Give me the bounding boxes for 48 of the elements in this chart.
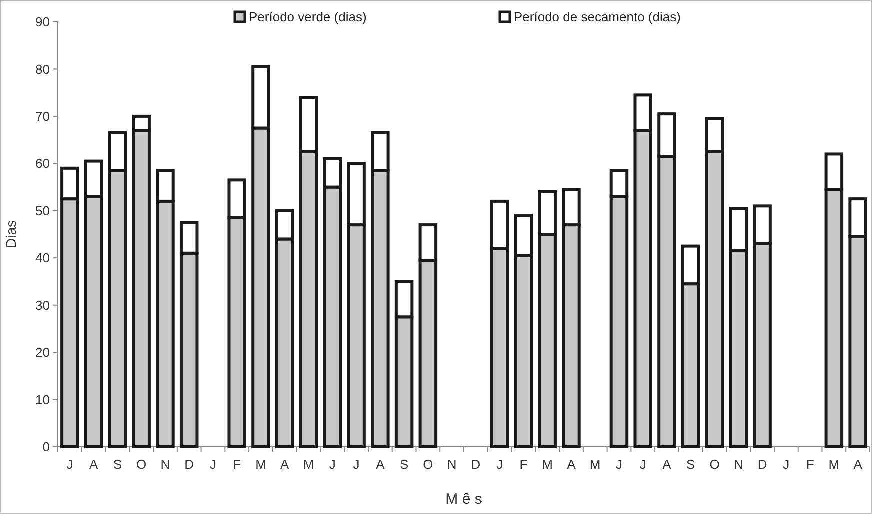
x-tick-label: F: [806, 457, 814, 472]
y-tick-label: 0: [42, 440, 50, 455]
y-tick-label: 90: [36, 14, 50, 30]
x-tick-label: M: [256, 457, 266, 472]
legend-label: Período verde (dias): [249, 10, 367, 25]
x-tick-label: J: [640, 457, 646, 472]
x-tick-label: S: [686, 457, 696, 472]
y-tick-label: 20: [36, 345, 50, 360]
y-tick-label: 60: [36, 156, 50, 172]
x-axis-title: M ê s: [446, 491, 482, 508]
x-tick-label: J: [329, 457, 336, 472]
x-tick-label: J: [616, 457, 622, 472]
x-tick-label: F: [520, 457, 528, 472]
x-tick-label: N: [447, 457, 457, 472]
x-tick-label: J: [353, 457, 360, 472]
x-tick-label: M: [542, 457, 554, 472]
x-tick-label: M: [590, 457, 601, 472]
y-tick-label: 10: [36, 392, 50, 408]
x-tick-label: J: [783, 457, 790, 472]
x-tick-label: D: [184, 457, 194, 472]
x-tick-label: O: [710, 457, 720, 472]
legend-label: Período de secamento (dias): [514, 10, 681, 25]
x-tick-label: A: [89, 457, 98, 472]
x-tick-label: A: [662, 457, 672, 472]
x-tick-label: S: [400, 457, 409, 472]
x-tick-label: F: [233, 457, 242, 472]
y-axis-title: Dias: [3, 220, 19, 249]
x-tick-label: A: [854, 457, 863, 472]
x-tick-label: N: [160, 457, 170, 472]
y-tick-label: 30: [36, 298, 50, 313]
x-tick-label: J: [496, 457, 504, 472]
x-tick-label: J: [66, 457, 74, 472]
y-tick-label: 70: [36, 108, 50, 124]
x-tick-label: D: [471, 457, 481, 472]
y-tick-label: 40: [36, 250, 50, 266]
x-tick-label: M: [303, 457, 314, 472]
x-tick-label: S: [113, 457, 122, 472]
x-tick-label: N: [734, 457, 744, 472]
x-tick-label: A: [376, 457, 386, 472]
x-tick-label: J: [210, 457, 216, 472]
x-tick-label: A: [567, 457, 576, 472]
x-tick-label: D: [758, 457, 768, 472]
x-tick-label: A: [280, 457, 290, 472]
y-tick-label: 50: [36, 203, 50, 218]
x-tick-label: M: [828, 457, 840, 472]
y-tick-label: 80: [36, 62, 50, 77]
x-tick-label: O: [136, 457, 147, 472]
x-tick-label: O: [423, 457, 434, 472]
